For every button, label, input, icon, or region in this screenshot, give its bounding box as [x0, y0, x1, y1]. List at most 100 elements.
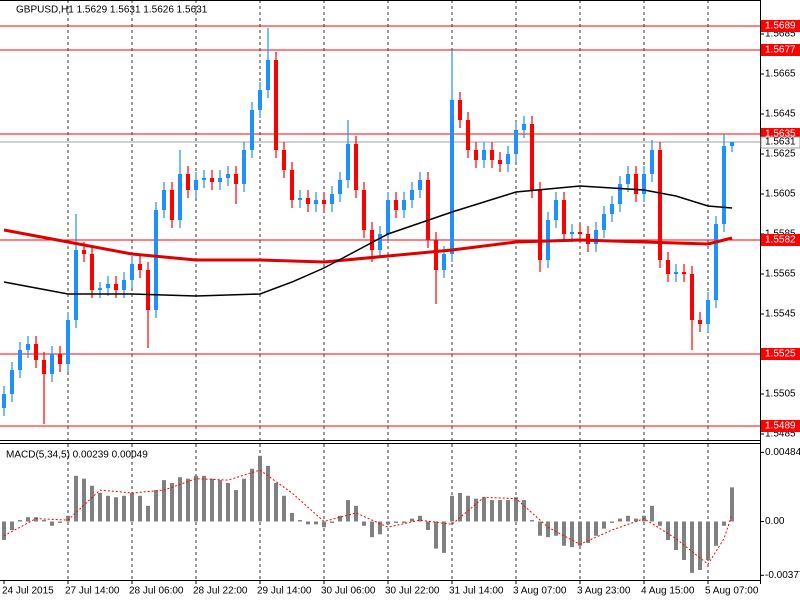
histogram-bar	[506, 500, 510, 522]
candle-body	[354, 144, 358, 190]
histogram-bar	[626, 515, 630, 522]
candle-body	[146, 270, 150, 310]
level-label-box	[761, 348, 800, 360]
candle-body	[498, 160, 502, 164]
candle-body	[682, 272, 686, 274]
histogram-bar	[682, 521, 686, 561]
candle-body	[114, 284, 118, 290]
x-tick-label: 28 Jul 22:00	[193, 586, 248, 597]
histogram-bar	[618, 518, 622, 522]
histogram-bar	[658, 521, 662, 526]
x-tick-label: 4 Aug 15:00	[641, 586, 695, 597]
histogram-bar	[10, 521, 14, 531]
histogram-bar	[546, 521, 550, 538]
histogram-bar	[154, 490, 158, 522]
candle-body	[514, 130, 518, 154]
candle-body	[306, 198, 310, 204]
histogram-bar	[170, 482, 174, 522]
candle-body	[82, 250, 86, 254]
histogram-bar	[690, 521, 694, 573]
histogram-bar	[570, 521, 574, 548]
histogram-bar	[210, 478, 214, 522]
candle-body	[570, 232, 574, 234]
candle-body	[650, 150, 654, 174]
histogram-bar	[474, 498, 478, 522]
moving-average	[3, 185, 733, 297]
candle-body	[66, 320, 70, 364]
y-tick-label: 1.5645	[765, 109, 796, 120]
candle-body	[538, 190, 542, 260]
histogram-bar	[258, 455, 262, 522]
signal-line	[3, 469, 733, 566]
histogram-bar	[114, 497, 118, 522]
candle-body	[10, 370, 14, 394]
level-label: 1.5635	[765, 129, 796, 140]
candle-body	[2, 394, 6, 408]
histogram-bar	[178, 477, 182, 522]
histogram-bar	[338, 515, 342, 522]
histogram-bar	[34, 517, 38, 522]
histogram-bar	[650, 505, 654, 522]
histogram-bar	[130, 492, 134, 522]
candle-body	[706, 300, 710, 324]
x-tick-label: 3 Aug 07:00	[513, 586, 567, 597]
histogram-bar	[490, 500, 494, 522]
candle-body	[394, 200, 398, 210]
candle-body	[490, 150, 494, 160]
histogram-bar	[58, 521, 62, 523]
x-tick-label: 28 Jul 06:00	[129, 586, 184, 597]
pane-title: GBPUSD,H1 1.5629 1.5631 1.5626 1.5631	[16, 5, 208, 16]
candle-body	[50, 354, 54, 374]
level-label: 1.5582	[765, 235, 796, 246]
histogram-bar	[298, 520, 302, 522]
candle-body	[282, 150, 286, 170]
moving-average	[3, 228, 733, 264]
candle-body	[730, 142, 734, 146]
candle-body	[506, 154, 510, 164]
candle-body	[34, 344, 38, 360]
bid-label-box	[760, 136, 800, 149]
candle-body	[466, 120, 470, 150]
level-label: 1.5677	[765, 45, 796, 56]
level-label-box	[761, 44, 800, 56]
histogram-bar	[18, 520, 22, 522]
candle-body	[122, 280, 126, 290]
x-tick-label: 31 Jul 14:00	[449, 586, 504, 597]
histogram-bar	[202, 475, 206, 522]
candle-body	[290, 170, 294, 200]
y-tick-label: 0.00	[765, 516, 785, 527]
histogram-bar	[554, 521, 558, 536]
candle-body	[482, 150, 486, 160]
candle-body	[226, 174, 230, 178]
candle-body	[690, 274, 694, 320]
candle-body	[402, 200, 406, 210]
candle-body	[322, 200, 326, 204]
histogram-bar	[706, 521, 710, 561]
candle-body	[338, 180, 342, 194]
candle-body	[722, 146, 726, 224]
candle-body	[58, 354, 62, 364]
candle-body	[74, 250, 78, 320]
marks-layer	[0, 25, 760, 573]
candle-body	[106, 284, 110, 288]
x-tick-label: 3 Aug 23:00	[577, 586, 631, 597]
candle-body	[698, 320, 702, 324]
level-label: 1.5689	[765, 21, 796, 32]
y-tick-label: 1.5505	[765, 389, 796, 400]
histogram-bar	[634, 518, 638, 522]
candle-body	[42, 360, 46, 374]
candle-body	[194, 180, 198, 190]
histogram-bar	[386, 521, 390, 525]
candle-body	[170, 190, 174, 220]
histogram-bar	[106, 495, 110, 522]
candle-body	[554, 200, 558, 220]
candle-body	[530, 124, 534, 190]
x-tick-label: 30 Jul 22:00	[385, 586, 440, 597]
histogram-bar	[42, 520, 46, 522]
candle-body	[258, 90, 262, 110]
histogram-bar	[442, 521, 446, 553]
candle-body	[26, 344, 30, 350]
candle-body	[130, 264, 134, 280]
histogram-bar	[370, 521, 374, 538]
histogram-bar	[714, 521, 718, 546]
